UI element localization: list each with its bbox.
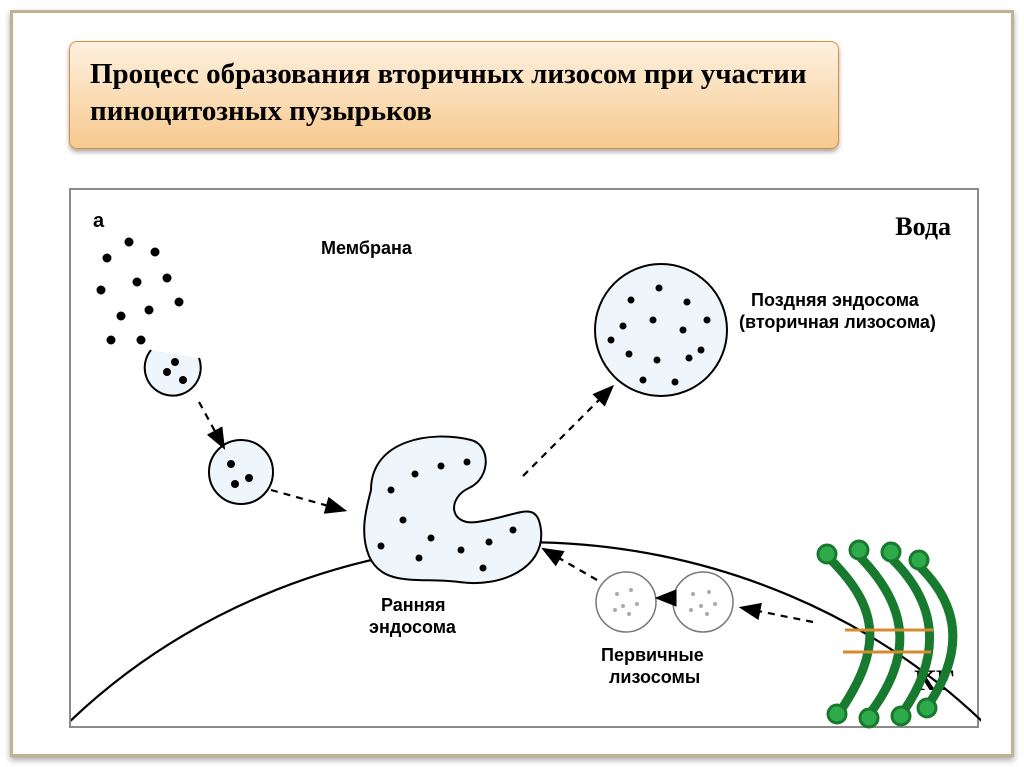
primary-lysosome-1 [596, 572, 656, 632]
free-particles [97, 238, 184, 345]
pinocytic-cup [145, 350, 201, 396]
primary-lysosome-2 [673, 572, 733, 632]
title-box: Процесс образования вторичных лизосом пр… [69, 41, 839, 149]
slide-frame: Процесс образования вторичных лизосом пр… [10, 10, 1014, 757]
golgi-apparatus [818, 541, 953, 727]
diagram-svg [71, 190, 981, 730]
small-vesicle [209, 440, 273, 504]
title-text: Процесс образования вторичных лизосом пр… [90, 58, 807, 127]
early-endosome [364, 437, 541, 584]
diagram-panel: а Вода КГ Мембрана Поздняя эндосома (вто… [69, 188, 979, 728]
late-endosome [595, 264, 727, 396]
